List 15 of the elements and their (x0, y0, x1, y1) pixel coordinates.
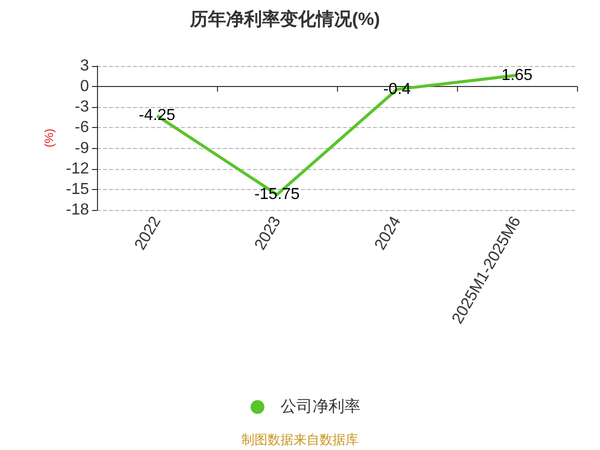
y-tick-label: 0 (80, 78, 90, 96)
y-tick-label: -12 (66, 160, 90, 178)
y-tick-label: 3 (80, 58, 90, 74)
y-tick-label: -3 (74, 98, 90, 116)
y-tick-label: -9 (74, 140, 90, 157)
data-label: 1.65 (501, 66, 533, 84)
y-tick-label: -15 (66, 180, 90, 198)
data-label: -15.75 (254, 186, 300, 204)
y-tick-label: -6 (74, 119, 90, 136)
text: 公司净利率 (280, 398, 360, 416)
y-tick-label: -18 (66, 202, 90, 218)
chart-title: 历年净利率变化情况(%) (189, 9, 380, 29)
data-label: -4.25 (138, 107, 176, 124)
y-axis-title: (%) (42, 128, 56, 148)
text: 制图数据来自数据库 (242, 432, 358, 447)
